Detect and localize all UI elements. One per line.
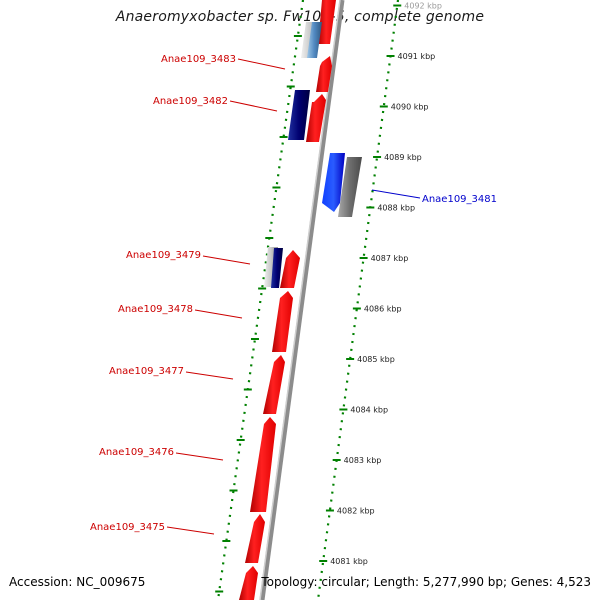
ruler-label: 4085 kbp — [357, 355, 395, 364]
gene-partial-steel[interactable] — [307, 22, 322, 58]
gene-label-3479[interactable]: Anae109_3479 — [126, 250, 201, 261]
ruler-label: 4086 kbp — [364, 305, 402, 314]
gene-anae109-3479[interactable] — [280, 250, 300, 288]
gene-label-3476[interactable]: Anae109_3476 — [99, 447, 174, 458]
gene-anae109-3483[interactable] — [316, 56, 332, 92]
ruler-label: 4088 kbp — [377, 204, 415, 213]
leader-3478 — [194, 309, 243, 319]
leader-3482 — [229, 100, 278, 112]
gene-label-3475[interactable]: Anae109_3475 — [90, 522, 165, 533]
ruler-label: 4084 kbp — [350, 406, 388, 415]
gene-anae109-3477[interactable] — [263, 355, 285, 414]
gene-anae109-3478[interactable] — [272, 291, 293, 352]
gene-anae109-3482[interactable] — [306, 94, 326, 142]
leader-3483 — [237, 58, 286, 70]
topology-text: Topology: circular; Length: 5,277,990 bp… — [261, 575, 591, 589]
backbone-highlight — [259, 0, 341, 600]
inner-ruler-track — [216, 0, 305, 600]
leader-3477 — [185, 371, 234, 380]
gene-label-3482[interactable]: Anae109_3482 — [153, 96, 228, 107]
outer-ruler-track — [316, 0, 400, 600]
ruler-label: 4089 kbp — [384, 153, 422, 162]
ruler-label: 4092 kbp — [404, 2, 442, 11]
leader-3476 — [175, 452, 224, 461]
ruler-label: 4090 kbp — [391, 103, 429, 112]
gene-label-3478[interactable]: Anae109_3478 — [118, 304, 193, 315]
ruler-label: 4087 kbp — [371, 254, 409, 263]
gene-label-3483[interactable]: Anae109_3483 — [161, 54, 236, 65]
leader-3481 — [371, 189, 421, 199]
leader-3475 — [166, 526, 215, 535]
gene-3482-partner-navy[interactable] — [288, 90, 310, 140]
ruler-label: 4091 kbp — [398, 52, 436, 61]
gene-3479-partner-navy[interactable] — [271, 248, 283, 288]
gene-3481-partner-gray[interactable] — [338, 157, 362, 217]
ruler-label: 4082 kbp — [337, 507, 375, 516]
gene-3474-partial[interactable] — [239, 566, 258, 600]
gene-anae109-3481[interactable] — [322, 153, 345, 212]
ruler-label: 4083 kbp — [344, 456, 382, 465]
gene-anae109-3475[interactable] — [245, 514, 265, 563]
accession-text: Accession: NC_009675 — [9, 575, 146, 589]
gene-3484-forward[interactable] — [318, 0, 336, 44]
gene-label-3477[interactable]: Anae109_3477 — [109, 366, 184, 377]
gene-label-3481[interactable]: Anae109_3481 — [422, 194, 497, 205]
ruler-label: 4081 kbp — [330, 557, 368, 566]
backbone-line — [259, 0, 345, 600]
leader-3479 — [202, 255, 251, 265]
gene-anae109-3476[interactable] — [250, 417, 276, 512]
